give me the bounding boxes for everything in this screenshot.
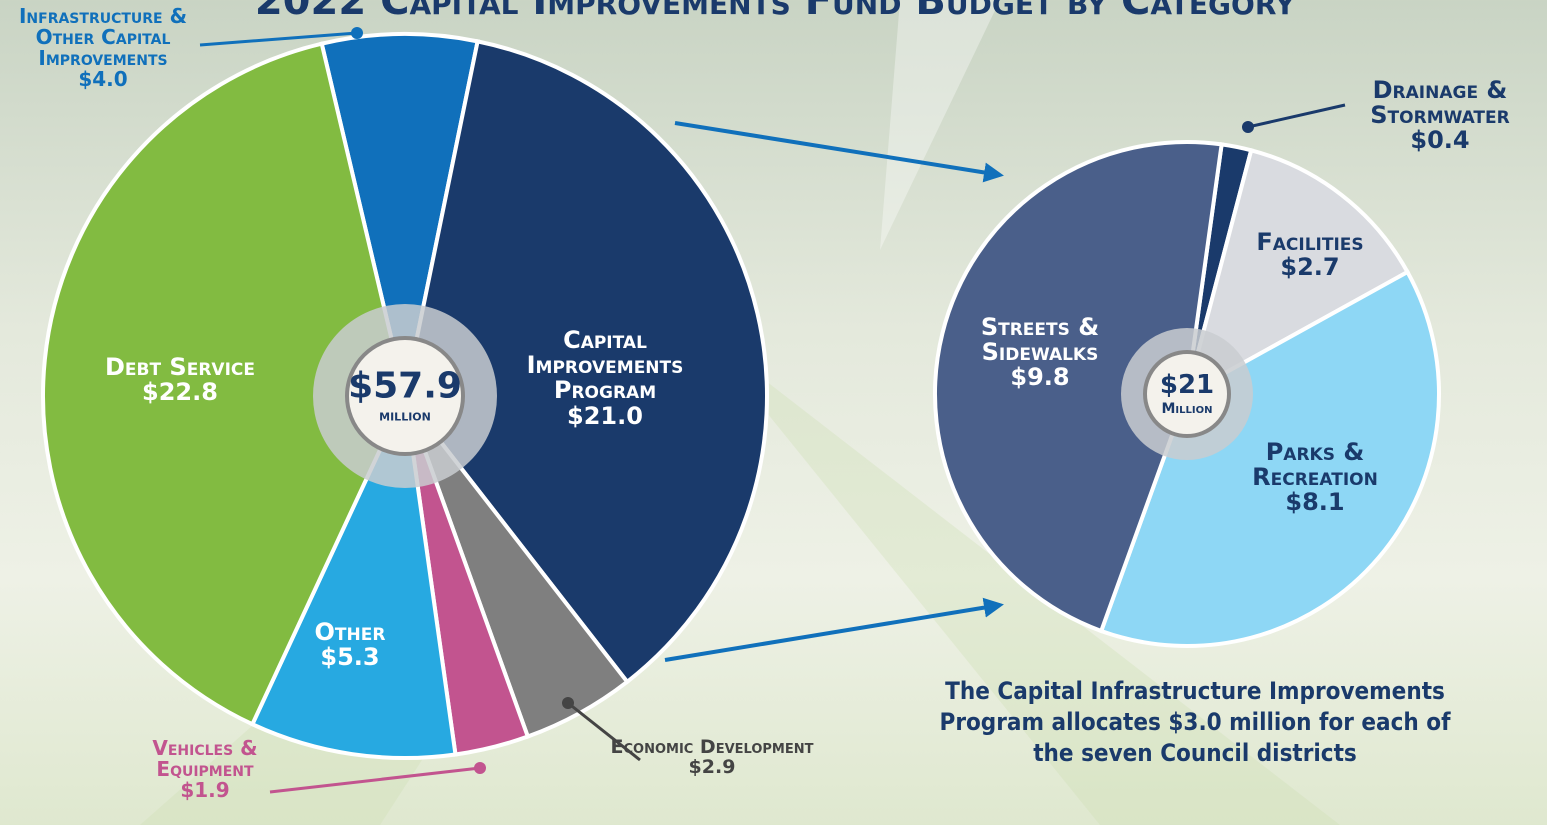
value-label: $9.8 [1010,363,1070,392]
value-label: $0.4 [1410,126,1470,155]
slice-label: Vehicles & Equipment $1.9 [105,738,305,801]
center-unit: Million [1161,401,1213,417]
pie-slice [1098,269,1441,648]
center-unit: million [379,406,431,425]
category-name: Drainage & Stormwater [1370,76,1510,130]
slice-label: Drainage & Stormwater $0.4 [1325,76,1547,155]
center-badge [1143,350,1231,438]
slice-label: Parks & Recreation $8.1 [1220,438,1410,517]
leader-dot [351,27,363,39]
category-name: Parks & Recreation [1252,438,1378,492]
value-label: $2.7 [1280,253,1340,282]
center-label: $21 Million [1160,372,1214,416]
leader-line [567,701,641,762]
slice-label: Streets & Sidewalks $9.8 [945,313,1135,392]
pie-slice [402,38,769,685]
slice-label: Debt Service $22.8 [65,353,295,407]
category-name: Infrastructure & Other Capital Improveme… [18,4,188,70]
slice-label: Other $5.3 [275,618,425,672]
pie-slice [41,41,408,727]
leader-dot [1242,121,1254,133]
value-label: $22.8 [142,378,218,407]
value-label: $4.0 [78,67,128,91]
slice-label: Infrastructure & Other Capital Improveme… [3,6,203,90]
slice-label: Facilities $2.7 [1225,228,1395,282]
leader-line [269,766,481,794]
center-total: $21 [1159,370,1215,400]
value-label: $1.9 [180,778,230,802]
center-label: $57.9 million [348,365,462,425]
pie-slice [933,140,1224,634]
slice-label: Economic Development $2.9 [602,736,822,778]
arrow [664,597,1004,662]
center-badge [345,336,465,456]
value-label: $2.9 [688,755,736,778]
chart-title: 2022 Capital Improvements Fund Budget by… [255,0,1296,24]
category-name: Economic Development [610,736,814,758]
note: The Capital Infrastructure Improvements … [939,677,1451,768]
leader-line [1247,103,1346,129]
value-label: $8.1 [1285,488,1345,517]
center-total: $57.9 [348,365,462,407]
category-name: Streets & Sidewalks [980,313,1100,367]
value-label: $5.3 [320,643,380,672]
category-name: Facilities [1256,228,1364,256]
leader-dot [474,762,486,774]
arrow [674,121,1004,183]
pie-slice [319,32,480,397]
slice-label: Capital Improvements Program $21.0 [495,326,715,430]
category-name: Other [314,618,386,646]
pie-slice [1183,147,1411,399]
value-label: $21.0 [567,401,643,430]
leader-dot [562,697,574,709]
leader-line [199,31,358,47]
category-name: Debt Service [104,353,255,381]
category-name: Vehicles & Equipment [152,736,258,781]
category-name: Capital Improvements Program [526,326,684,405]
